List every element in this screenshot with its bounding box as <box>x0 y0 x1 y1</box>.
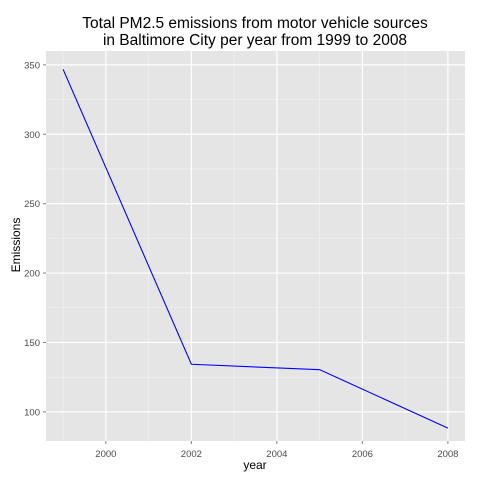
x-tick-label: 2008 <box>437 449 458 460</box>
x-tick-label: 2004 <box>266 449 287 460</box>
y-tick-label: 150 <box>24 338 40 349</box>
x-tick-label: 2000 <box>95 449 116 460</box>
x-tick-label: 2002 <box>181 449 202 460</box>
y-tick-label: 100 <box>24 407 40 418</box>
y-axis-label: Emissions <box>9 218 23 273</box>
y-tick-label: 350 <box>24 60 40 71</box>
series-layer <box>62 69 449 429</box>
chart-title-line-2: in Baltimore City per year from 1999 to … <box>103 32 407 49</box>
x-axis-label: year <box>243 458 266 472</box>
minor-gridlines <box>46 51 465 441</box>
y-tick-label: 300 <box>24 130 40 141</box>
major-gridlines <box>46 51 465 441</box>
plot-panel <box>46 51 465 441</box>
chart-title-line-1: Total PM2.5 emissions from motor vehicle… <box>82 15 428 32</box>
x-tick-label: 2006 <box>352 449 373 460</box>
series-line <box>62 69 449 429</box>
y-tick-label: 250 <box>24 199 40 210</box>
x-axis-ticks: 2000 2002 2004 2006 2008 <box>95 441 458 460</box>
y-tick-label: 200 <box>24 269 40 280</box>
y-axis-ticks: 100 150 200 250 300 350 <box>24 60 46 418</box>
